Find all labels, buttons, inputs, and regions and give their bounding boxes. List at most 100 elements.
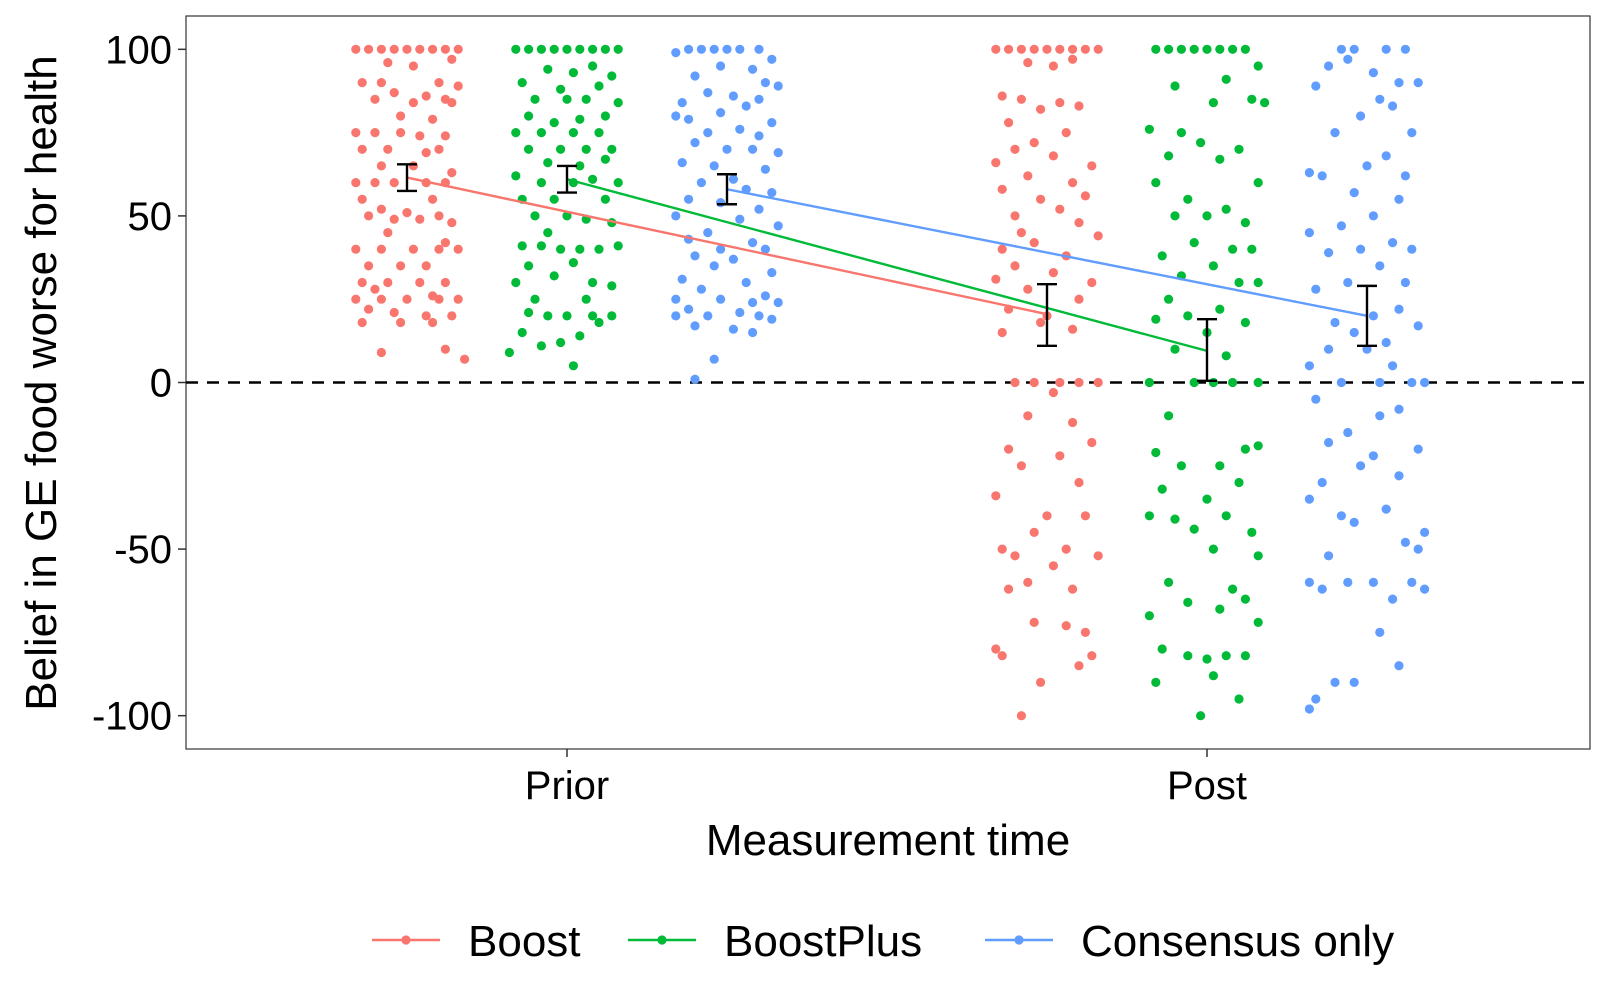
data-point-boostplus [1183,194,1193,204]
data-point-boostplus [1208,98,1218,108]
data-point-consensus-only [1311,81,1321,91]
data-point-boostplus [1240,651,1250,661]
data-point-consensus-only [1349,327,1359,338]
data-point-boostplus [1215,304,1225,314]
data-point-boost [1029,44,1039,54]
data-point-boost [421,148,431,158]
data-point-boostplus [588,174,598,184]
data-point-consensus-only [1400,44,1410,54]
data-point-boost [1055,204,1065,214]
data-point-boost [1061,621,1071,631]
data-point-consensus-only [1420,584,1430,594]
data-point-boostplus [594,128,604,138]
data-point-boostplus [575,44,585,54]
data-point-boostplus [536,44,547,54]
data-point-boost [1042,511,1052,521]
data-point-consensus-only [767,268,777,278]
data-point-boostplus [1189,524,1199,534]
data-point-boostplus [1240,218,1250,228]
data-point-consensus-only [716,244,726,254]
data-point-consensus-only [1330,128,1340,138]
data-point-consensus-only [709,44,719,54]
data-point-boost [428,194,438,204]
data-point-consensus-only [1349,44,1359,54]
data-point-boost [1068,324,1078,334]
data-point-boost [1055,451,1065,461]
data-point-boostplus [613,241,623,251]
data-point-consensus-only [728,254,739,264]
data-point-boostplus [556,144,566,154]
x-tick-label: Prior [525,764,609,808]
data-point-consensus-only [1336,221,1346,231]
data-point-consensus-only [735,44,745,54]
data-point-consensus-only [1324,344,1334,354]
data-point-boostplus [1151,314,1161,324]
data-point-boostplus [1183,651,1193,661]
data-point-consensus-only [748,64,758,74]
data-point-boostplus [1202,211,1212,221]
data-point-boostplus [588,311,598,321]
data-point-boost [1023,411,1033,421]
data-point-consensus-only [1394,404,1404,414]
data-point-boostplus [575,331,585,341]
data-point-boost [447,98,457,108]
data-point-boostplus [581,294,591,304]
data-point-boostplus [1215,461,1225,471]
data-point-consensus-only [671,48,681,58]
data-point-consensus-only [1388,101,1398,111]
data-point-consensus-only [1349,677,1359,688]
data-point-boost [1010,211,1020,221]
data-point-boostplus [1196,138,1206,148]
data-point-consensus-only [703,88,713,98]
data-point-boost [1010,144,1020,154]
data-point-boost [351,294,361,304]
data-point-consensus-only [1368,451,1378,461]
data-point-consensus-only [1349,188,1359,198]
data-point-boostplus [1164,151,1174,161]
data-point-boost [421,311,431,321]
data-point-boostplus [581,144,591,154]
data-point-consensus-only [677,98,687,108]
data-point-boost [1023,58,1033,68]
data-point-boostplus [568,361,579,371]
data-point-boostplus [1176,44,1186,54]
data-point-consensus-only [1394,78,1404,88]
data-point-consensus-only [709,161,719,171]
data-point-boost [1087,277,1097,288]
data-point-boostplus [1234,477,1244,488]
data-point-consensus-only [671,111,681,121]
data-point-boost [1004,444,1014,454]
data-point-boost [396,128,406,138]
data-point-consensus-only [696,284,707,294]
data-point-consensus-only [1356,244,1366,254]
data-point-consensus-only [703,228,713,238]
data-point-boost [389,88,399,98]
data-point-consensus-only [709,261,719,271]
data-point-consensus-only [1324,61,1334,71]
data-point-boost [1068,417,1078,428]
data-point-boostplus [1170,514,1180,524]
data-point-consensus-only [1413,321,1423,331]
data-point-consensus-only [773,81,783,91]
x-axis-title: Measurement time [706,816,1070,865]
data-point-boost [402,208,412,218]
plot-area [186,44,1590,721]
data-point-consensus-only [1420,527,1430,538]
data-point-boost [351,178,361,188]
data-point-boostplus [1234,694,1244,704]
data-point-boostplus [575,161,585,171]
data-point-consensus-only [1400,171,1410,181]
data-point-boostplus [1164,577,1174,588]
data-point-boost [357,277,367,288]
data-point-boost [1048,387,1058,398]
data-point-boostplus [549,44,559,54]
data-point-boostplus [613,98,623,108]
data-point-boost [1074,218,1084,228]
data-point-consensus-only [690,71,700,81]
data-point-consensus-only [1368,577,1378,588]
data-point-consensus-only [690,138,700,148]
data-point-boostplus [1189,44,1199,54]
data-point-boostplus [1202,494,1212,504]
data-point-boostplus [562,211,572,221]
data-point-boost [396,317,406,328]
